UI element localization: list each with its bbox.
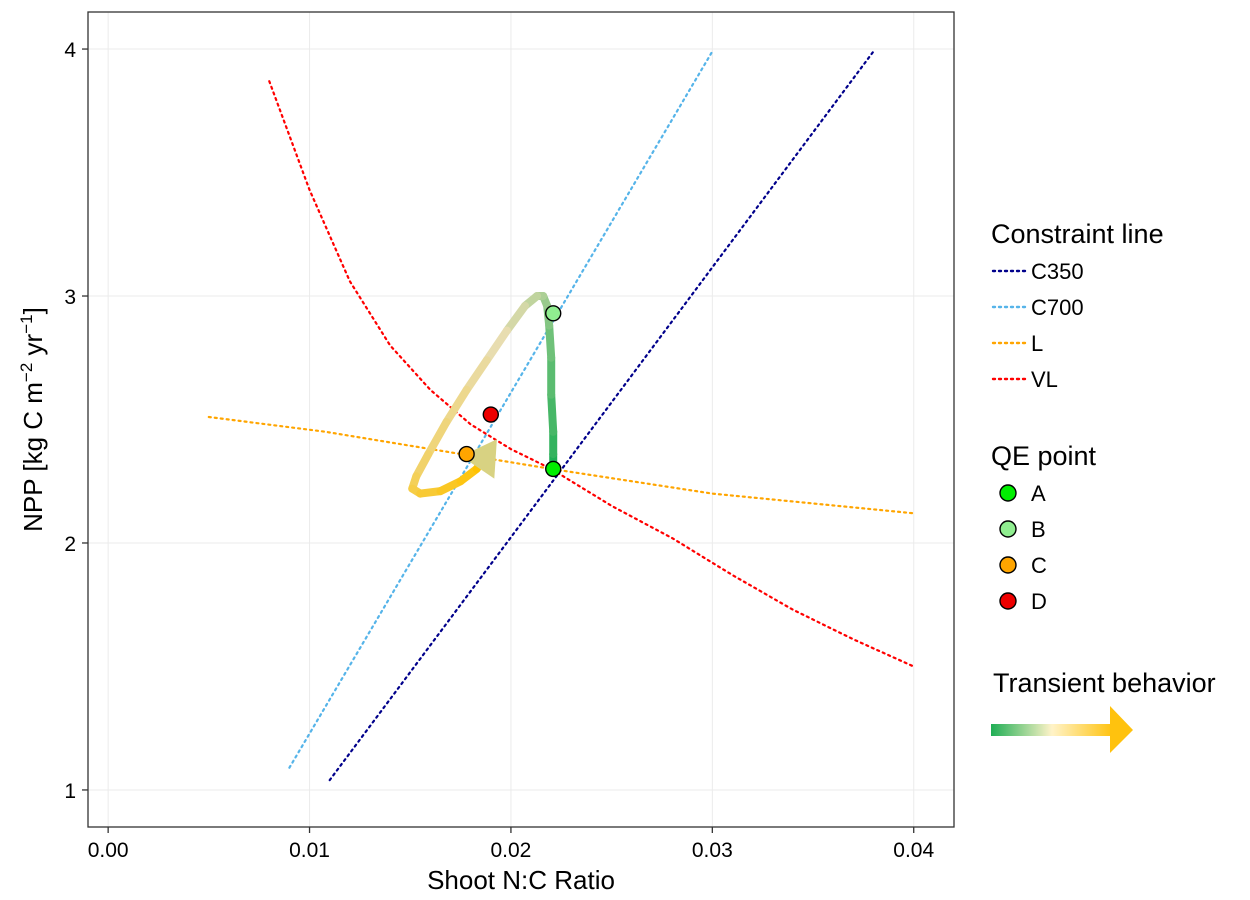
transient-segment-11 [462,356,491,394]
transient-segment-14 [412,450,433,481]
y-axis-title-main: NPP [kg C m [18,382,48,532]
y-axis-title-sup2: −1 [17,314,36,333]
panel-border [87,11,955,828]
transient-segment-12 [442,385,471,426]
x-tick-label-1: 0.01 [289,839,330,862]
qe-point-d [482,406,499,423]
y-axis-title-mid: yr [18,333,48,362]
legend-label-c350: C350 [1031,259,1084,284]
y-axis-title-end: ] [18,307,48,314]
transient-segment-10 [482,326,511,365]
x-tick-label-2: 0.02 [490,839,531,862]
legend-label-c700: C700 [1031,295,1084,320]
qe-points [458,305,562,478]
transient-segment-9 [502,301,530,335]
constraint-lines [207,50,915,782]
x-tick-label-4: 0.04 [893,839,934,862]
legend-title-transient: Transient behavior [993,668,1216,698]
y-axis: 1 2 3 4 [64,39,88,803]
legend-label-qe-a: A [1031,481,1046,506]
legend-transient-arrow [991,706,1133,753]
legend-label-qe-d: D [1031,589,1047,614]
legend-label-qe-c: C [1031,553,1047,578]
legend-key-qe-c [999,556,1017,574]
constraint-line-c700 [288,50,714,769]
transient-arrowhead [461,439,497,479]
x-tick-label-0: 0.00 [88,839,129,862]
constraint-line-l [207,415,915,515]
legend-title-qe: QE point [991,441,1097,471]
legend-title-constraint: Constraint line [991,219,1164,249]
legend-constraint-items: C350 C700 L VL [991,259,1084,392]
x-tick-label-3: 0.03 [692,839,733,862]
y-tick-label-3: 4 [64,39,76,62]
transient-segment-2 [547,390,558,436]
x-axis: 0.00 0.01 0.02 0.03 0.04 [88,827,934,862]
legend-label-l: L [1031,331,1043,356]
y-tick-label-1: 2 [64,533,76,556]
qe-point-a [545,460,562,478]
y-tick-label-2: 3 [64,286,76,309]
y-axis-title: NPP [kg C m−2 yr−1] [17,307,48,532]
transient-segment-4 [545,321,556,362]
transient-segment-13 [424,417,451,459]
legend-label-vl: VL [1031,367,1058,392]
grid [88,12,954,827]
transient-path [408,292,558,498]
legend-label-qe-b: B [1031,517,1046,542]
legend-key-qe-a [999,484,1017,502]
x-axis-title: Shoot N:C Ratio [427,865,615,895]
transient-arrow [461,439,497,479]
constraint-line-c350 [328,50,875,782]
constraint-line-vl [268,80,915,668]
y-axis-title-sup1: −2 [17,363,36,382]
qe-point-b [545,305,562,322]
legend-key-qe-b [999,520,1017,538]
qe-point-c [458,445,475,463]
y-tick-label-0: 1 [64,780,76,803]
legend-key-qe-d [999,592,1017,610]
